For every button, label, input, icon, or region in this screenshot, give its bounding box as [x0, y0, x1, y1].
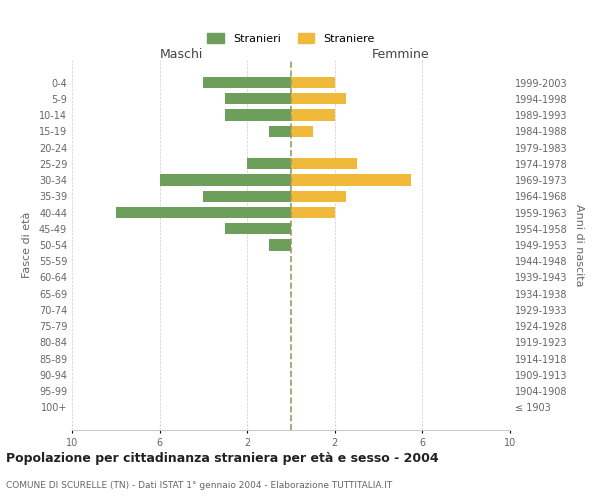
Bar	[160, 174, 291, 186]
Bar	[291, 158, 356, 170]
Bar	[226, 110, 291, 120]
Bar	[291, 190, 346, 202]
Bar	[269, 126, 291, 137]
Text: Femmine: Femmine	[371, 48, 430, 62]
Bar	[291, 174, 412, 186]
Bar	[291, 207, 335, 218]
Bar	[226, 93, 291, 104]
Text: Popolazione per cittadinanza straniera per età e sesso - 2004: Popolazione per cittadinanza straniera p…	[6, 452, 439, 465]
Y-axis label: Fasce di età: Fasce di età	[22, 212, 32, 278]
Bar	[247, 158, 291, 170]
Y-axis label: Anni di nascita: Anni di nascita	[574, 204, 584, 286]
Bar	[226, 223, 291, 234]
Bar	[291, 126, 313, 137]
Bar	[269, 240, 291, 250]
Text: COMUNE DI SCURELLE (TN) - Dati ISTAT 1° gennaio 2004 - Elaborazione TUTTITALIA.I: COMUNE DI SCURELLE (TN) - Dati ISTAT 1° …	[6, 481, 392, 490]
Legend: Stranieri, Straniere: Stranieri, Straniere	[203, 28, 379, 48]
Bar	[116, 207, 291, 218]
Bar	[291, 93, 346, 104]
Bar	[203, 190, 291, 202]
Bar	[291, 110, 335, 120]
Text: Maschi: Maschi	[160, 48, 203, 62]
Bar	[291, 77, 335, 88]
Bar	[203, 77, 291, 88]
